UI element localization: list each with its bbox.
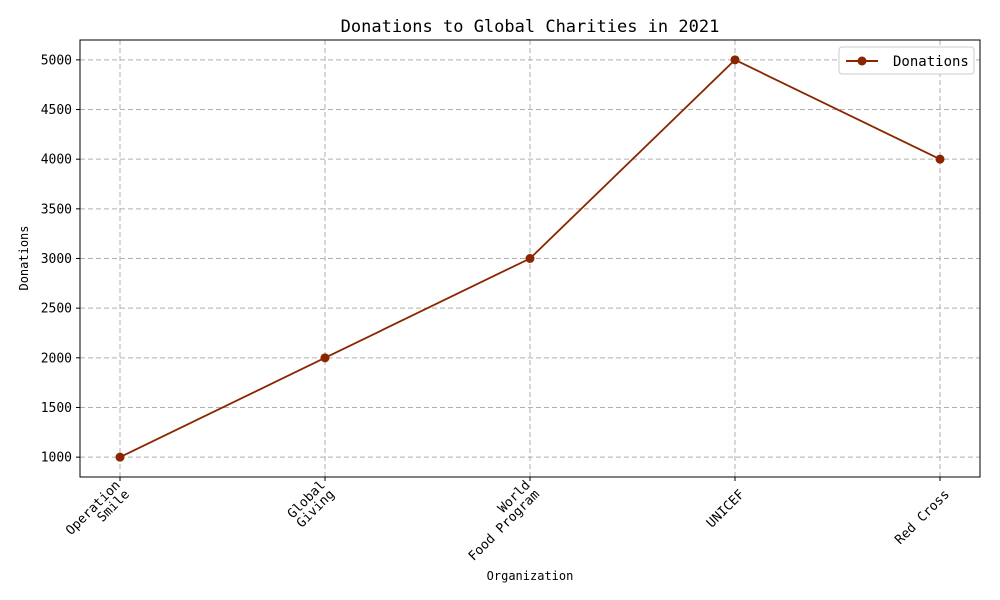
legend-box xyxy=(838,46,975,75)
y-tick-label: 1000 xyxy=(41,451,72,466)
x-tick-label: Red Cross xyxy=(892,487,952,547)
data-point xyxy=(525,254,535,263)
y-tick-label: 2000 xyxy=(41,351,72,366)
legend-marker xyxy=(857,56,867,66)
y-tick-label: 2500 xyxy=(41,302,72,317)
legend-label: Donations xyxy=(893,54,969,70)
chart-title: Donations to Global Charities in 2021 xyxy=(341,17,720,37)
y-tick-label: 3500 xyxy=(41,202,72,217)
y-tick-label: 4500 xyxy=(41,103,72,118)
x-tick-label: UNICEF xyxy=(704,487,748,531)
axis-ticks: 1000 1500 2000 2500 3000 3500 4000 4500 5000 Oper… xyxy=(41,53,953,564)
data-point xyxy=(730,55,740,65)
y-tick-label: 5000 xyxy=(41,53,72,68)
data-point xyxy=(935,154,945,164)
data-point xyxy=(320,353,330,363)
data-point xyxy=(115,452,125,462)
series xyxy=(115,55,945,462)
y-tick-label: 3000 xyxy=(41,252,72,267)
y-tick-label: 1500 xyxy=(41,401,72,416)
x-tick-label: GlobalGiving xyxy=(285,478,338,531)
x-tick-label: OperationSmile xyxy=(63,478,133,548)
x-tick-label: WorldFood Program xyxy=(457,478,543,564)
legend: Donations xyxy=(838,46,975,75)
y-tick-label: 4000 xyxy=(41,153,72,168)
x-axis-label: Organization xyxy=(487,569,574,583)
y-axis-label: Donations xyxy=(17,225,31,290)
